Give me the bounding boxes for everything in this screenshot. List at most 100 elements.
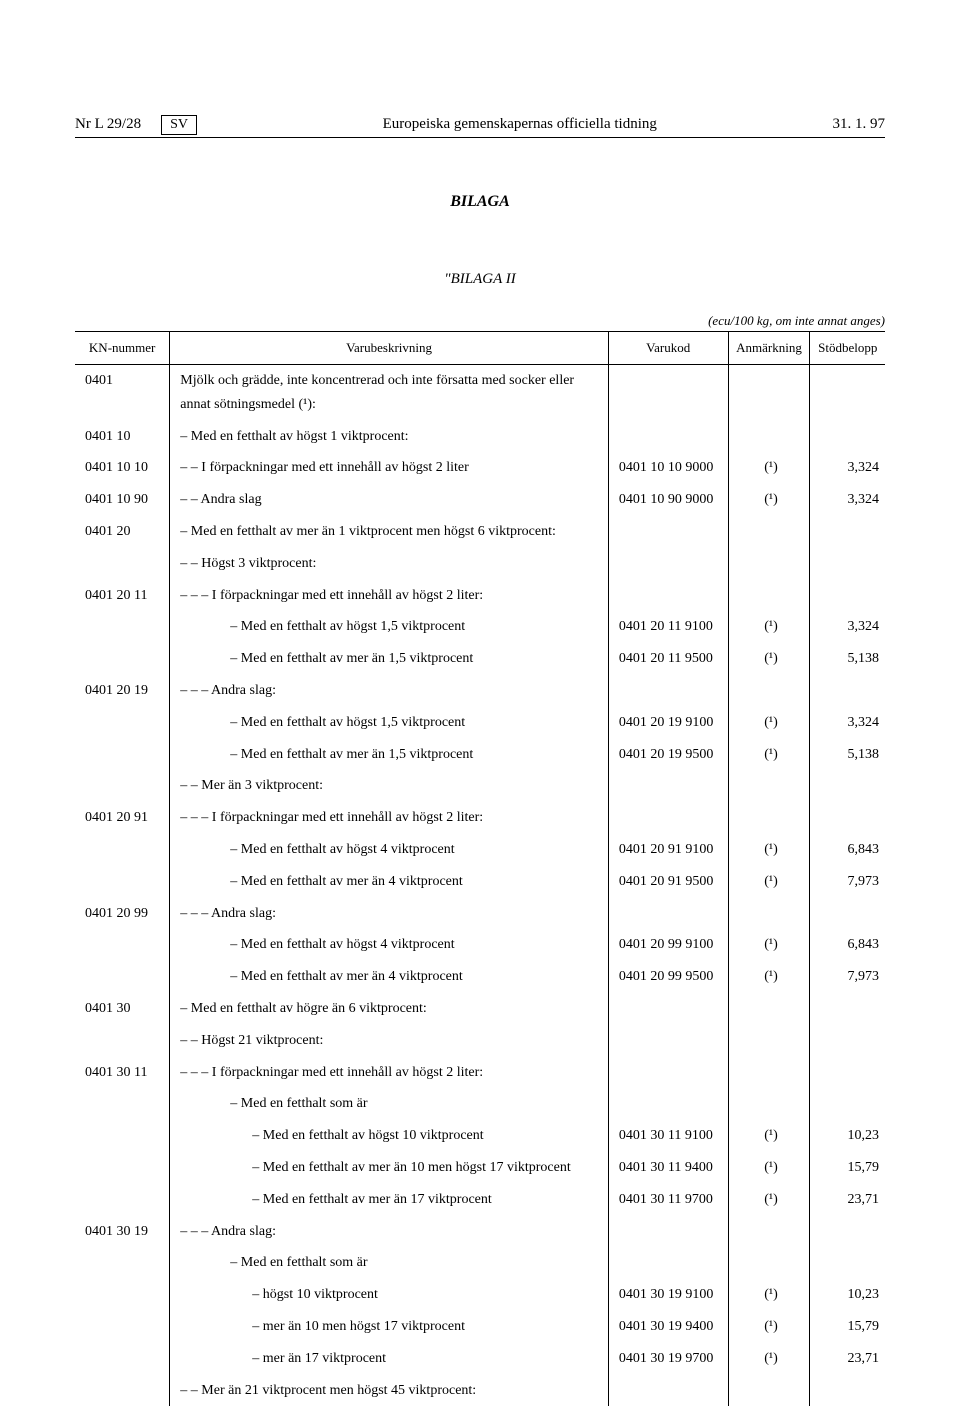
cell-kn (75, 1152, 170, 1184)
table-row: 0401Mjölk och grädde, inte koncentrerad … (75, 365, 885, 421)
cell-kn: 0401 10 90 (75, 484, 170, 516)
cell-anm (728, 1375, 810, 1406)
table-row: 0401 30 19– – – Andra slag: (75, 1216, 885, 1248)
cell-bel: 15,79 (810, 1152, 885, 1184)
table-row: 0401 10– Med en fetthalt av högst 1 vikt… (75, 421, 885, 453)
cell-bel: 6,843 (810, 929, 885, 961)
cell-bel: 10,23 (810, 1279, 885, 1311)
cell-kn (75, 611, 170, 643)
cell-bel (810, 1216, 885, 1248)
cell-anm: (¹) (728, 1311, 810, 1343)
col-anm: Anmärkning (728, 332, 810, 365)
table-row: – – Mer än 3 viktprocent: (75, 770, 885, 802)
cell-kn (75, 961, 170, 993)
header-date: 31. 1. 97 (833, 116, 886, 133)
cell-anm: (¹) (728, 1184, 810, 1216)
cell-bel: 23,71 (810, 1184, 885, 1216)
cell-anm (728, 1216, 810, 1248)
cell-kn: 0401 30 (75, 993, 170, 1025)
cell-desc: – Med en fetthalt av högst 1,5 viktproce… (170, 611, 609, 643)
cell-kod (608, 898, 728, 930)
cell-desc: – – – Andra slag: (170, 898, 609, 930)
table-row: – Med en fetthalt av högst 4 viktprocent… (75, 834, 885, 866)
cell-anm (728, 770, 810, 802)
cell-kod (608, 580, 728, 612)
cell-kod (608, 993, 728, 1025)
cell-anm (728, 802, 810, 834)
cell-bel (810, 1247, 885, 1279)
cell-anm: (¹) (728, 1279, 810, 1311)
table-row: – Med en fetthalt som är (75, 1247, 885, 1279)
cell-desc: – – – Andra slag: (170, 675, 609, 707)
page: Nr L 29/28 SV Europeiska gemenskapernas … (0, 0, 960, 1370)
cell-kn: 0401 10 10 (75, 452, 170, 484)
annex-subtitle: "BILAGA II (75, 271, 885, 288)
cell-kn (75, 739, 170, 771)
cell-bel: 10,23 (810, 1120, 885, 1152)
table-row: – Med en fetthalt av mer än 4 viktprocen… (75, 961, 885, 993)
table-row: – Med en fetthalt av högst 4 viktprocent… (75, 929, 885, 961)
table-body: 0401Mjölk och grädde, inte koncentrerad … (75, 365, 885, 1406)
cell-desc: – – Mer än 3 viktprocent: (170, 770, 609, 802)
cell-kod: 0401 20 91 9100 (608, 834, 728, 866)
cell-kod: 0401 30 19 9100 (608, 1279, 728, 1311)
cell-kn: 0401 (75, 365, 170, 421)
cell-desc: – – – I förpackningar med ett innehåll a… (170, 1057, 609, 1089)
cell-anm: (¹) (728, 1120, 810, 1152)
cell-desc: – Med en fetthalt av mer än 17 viktproce… (170, 1184, 609, 1216)
table-row: 0401 10 90– – Andra slag0401 10 90 9000(… (75, 484, 885, 516)
cell-kn (75, 1120, 170, 1152)
cell-kod (608, 770, 728, 802)
table-row: – – Högst 3 viktprocent: (75, 548, 885, 580)
cell-bel (810, 1025, 885, 1057)
cell-bel (810, 580, 885, 612)
unit-note: (ecu/100 kg, om inte annat anges) (75, 313, 885, 329)
cell-kn (75, 548, 170, 580)
cell-kn: 0401 20 19 (75, 675, 170, 707)
cell-kn (75, 1025, 170, 1057)
cell-kod (608, 516, 728, 548)
cell-bel (810, 516, 885, 548)
table-row: – Med en fetthalt som är (75, 1088, 885, 1120)
cell-kn (75, 770, 170, 802)
lang-badge: SV (161, 115, 197, 135)
cell-anm: (¹) (728, 866, 810, 898)
cell-bel (810, 993, 885, 1025)
cell-desc: – – Högst 21 viktprocent: (170, 1025, 609, 1057)
cell-kod: 0401 30 11 9400 (608, 1152, 728, 1184)
cell-desc: – Med en fetthalt av högst 4 viktprocent (170, 834, 609, 866)
cell-desc: – – Andra slag (170, 484, 609, 516)
cell-kn (75, 1184, 170, 1216)
cell-kod: 0401 20 99 9500 (608, 961, 728, 993)
cell-kod: 0401 20 99 9100 (608, 929, 728, 961)
table-row: 0401 20 11– – – I förpackningar med ett … (75, 580, 885, 612)
cell-bel (810, 675, 885, 707)
table-row: – Med en fetthalt av högst 10 viktprocen… (75, 1120, 885, 1152)
cell-kod: 0401 20 11 9500 (608, 643, 728, 675)
cell-anm (728, 898, 810, 930)
cell-desc: – Med en fetthalt som är (170, 1247, 609, 1279)
col-desc: Varubeskrivning (170, 332, 609, 365)
cell-kn: 0401 20 91 (75, 802, 170, 834)
cell-desc: – – – I förpackningar med ett innehåll a… (170, 802, 609, 834)
cell-anm: (¹) (728, 707, 810, 739)
table-row: – Med en fetthalt av mer än 1,5 viktproc… (75, 643, 885, 675)
cell-kod (608, 1375, 728, 1406)
cell-kod: 0401 10 90 9000 (608, 484, 728, 516)
cell-anm (728, 1088, 810, 1120)
cell-desc: – Med en fetthalt av mer än 1,5 viktproc… (170, 739, 609, 771)
cell-desc: – mer än 10 men högst 17 viktprocent (170, 1311, 609, 1343)
table-row: – Med en fetthalt av mer än 17 viktproce… (75, 1184, 885, 1216)
cell-anm (728, 580, 810, 612)
cell-kod (608, 1216, 728, 1248)
cell-bel (810, 1375, 885, 1406)
cell-kn: 0401 30 19 (75, 1216, 170, 1248)
cell-anm (728, 1025, 810, 1057)
cell-kn: 0401 20 (75, 516, 170, 548)
table-row: – Med en fetthalt av mer än 4 viktprocen… (75, 866, 885, 898)
table-row: – Med en fetthalt av högst 1,5 viktproce… (75, 611, 885, 643)
cell-kn (75, 1279, 170, 1311)
cell-bel (810, 1088, 885, 1120)
cell-kod: 0401 20 19 9100 (608, 707, 728, 739)
cell-kn (75, 929, 170, 961)
